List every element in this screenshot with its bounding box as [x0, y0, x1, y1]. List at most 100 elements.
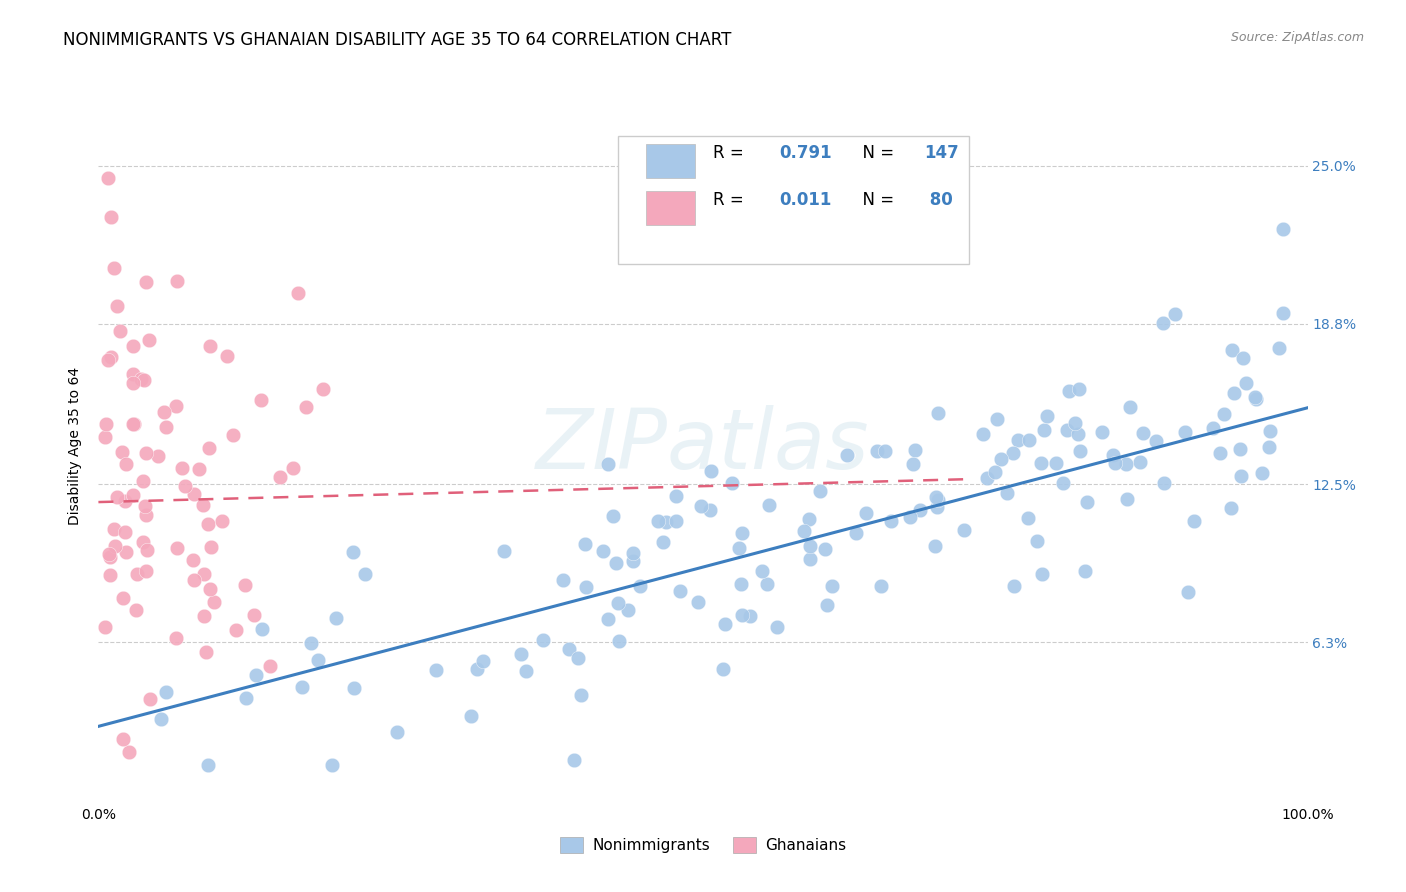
- Point: [134, 499, 156, 513]
- Point: [131, 372, 153, 386]
- Point: [96, 417, 118, 431]
- Point: [110, 445, 132, 459]
- Point: [211, 514, 233, 528]
- Point: [651, 535, 673, 549]
- Point: [531, 632, 554, 647]
- Point: [342, 545, 364, 559]
- Point: [149, 713, 172, 727]
- Point: [94, 430, 117, 444]
- Text: 0.011: 0.011: [779, 191, 831, 209]
- Point: [740, 608, 762, 623]
- Point: [121, 367, 143, 381]
- Point: [1067, 382, 1090, 396]
- Point: [901, 457, 924, 471]
- Point: [122, 376, 145, 391]
- Point: [927, 493, 949, 508]
- Point: [269, 469, 291, 483]
- Point: [1244, 392, 1267, 407]
- Point: [103, 260, 125, 275]
- Point: [166, 541, 188, 555]
- Point: [245, 668, 267, 682]
- Point: [1232, 351, 1254, 366]
- Point: [146, 449, 169, 463]
- Point: [235, 690, 257, 705]
- Point: [1119, 400, 1142, 414]
- Point: [233, 577, 256, 591]
- Point: [865, 444, 887, 458]
- Bar: [647, 191, 695, 225]
- Point: [1258, 424, 1281, 438]
- Point: [1129, 455, 1152, 469]
- Point: [714, 616, 737, 631]
- Point: [1067, 426, 1090, 441]
- Point: [97, 171, 120, 186]
- Point: [808, 483, 831, 498]
- Point: [602, 508, 624, 523]
- Point: [1132, 426, 1154, 441]
- Point: [460, 708, 482, 723]
- Point: [152, 405, 174, 419]
- Point: [181, 552, 204, 566]
- Point: [155, 685, 177, 699]
- Point: [669, 583, 692, 598]
- Point: [125, 567, 148, 582]
- Point: [1152, 316, 1174, 330]
- Point: [385, 725, 408, 739]
- Point: [100, 350, 122, 364]
- Point: [307, 653, 329, 667]
- Point: [98, 549, 121, 564]
- Point: [97, 547, 120, 561]
- Point: [465, 662, 488, 676]
- Point: [1091, 425, 1114, 439]
- Point: [756, 577, 779, 591]
- Point: [1234, 376, 1257, 390]
- Point: [1007, 434, 1029, 448]
- Point: [515, 664, 537, 678]
- Text: 80: 80: [924, 191, 953, 209]
- Point: [114, 494, 136, 508]
- Point: [728, 541, 751, 555]
- Point: [291, 680, 314, 694]
- Point: [1220, 343, 1243, 357]
- Point: [1076, 495, 1098, 509]
- Point: [1272, 222, 1295, 236]
- Point: [690, 500, 713, 514]
- Point: [132, 474, 155, 488]
- Point: [845, 526, 868, 541]
- Point: [558, 642, 581, 657]
- Point: [200, 540, 222, 554]
- Point: [243, 607, 266, 622]
- Point: [510, 648, 533, 662]
- Point: [953, 523, 976, 537]
- Point: [325, 611, 347, 625]
- Point: [606, 596, 628, 610]
- Point: [105, 299, 128, 313]
- Point: [166, 274, 188, 288]
- Point: [1116, 492, 1139, 507]
- Point: [1229, 442, 1251, 457]
- Point: [1223, 386, 1246, 401]
- Text: ZIPatlas: ZIPatlas: [536, 406, 870, 486]
- Point: [122, 417, 145, 432]
- Point: [105, 490, 128, 504]
- Point: [990, 452, 1012, 467]
- Point: [1182, 514, 1205, 528]
- Point: [165, 632, 187, 646]
- Text: R =: R =: [713, 145, 748, 162]
- Point: [114, 525, 136, 540]
- Point: [1213, 407, 1236, 421]
- Point: [97, 353, 120, 368]
- Point: [1063, 416, 1085, 430]
- Point: [122, 487, 145, 501]
- Point: [1045, 456, 1067, 470]
- Point: [472, 654, 495, 668]
- Point: [1153, 476, 1175, 491]
- Point: [354, 566, 377, 581]
- Point: [699, 502, 721, 516]
- Point: [925, 500, 948, 514]
- Point: [972, 426, 994, 441]
- Point: [343, 681, 366, 696]
- Text: N =: N =: [852, 145, 898, 162]
- Point: [797, 511, 820, 525]
- Point: [575, 581, 598, 595]
